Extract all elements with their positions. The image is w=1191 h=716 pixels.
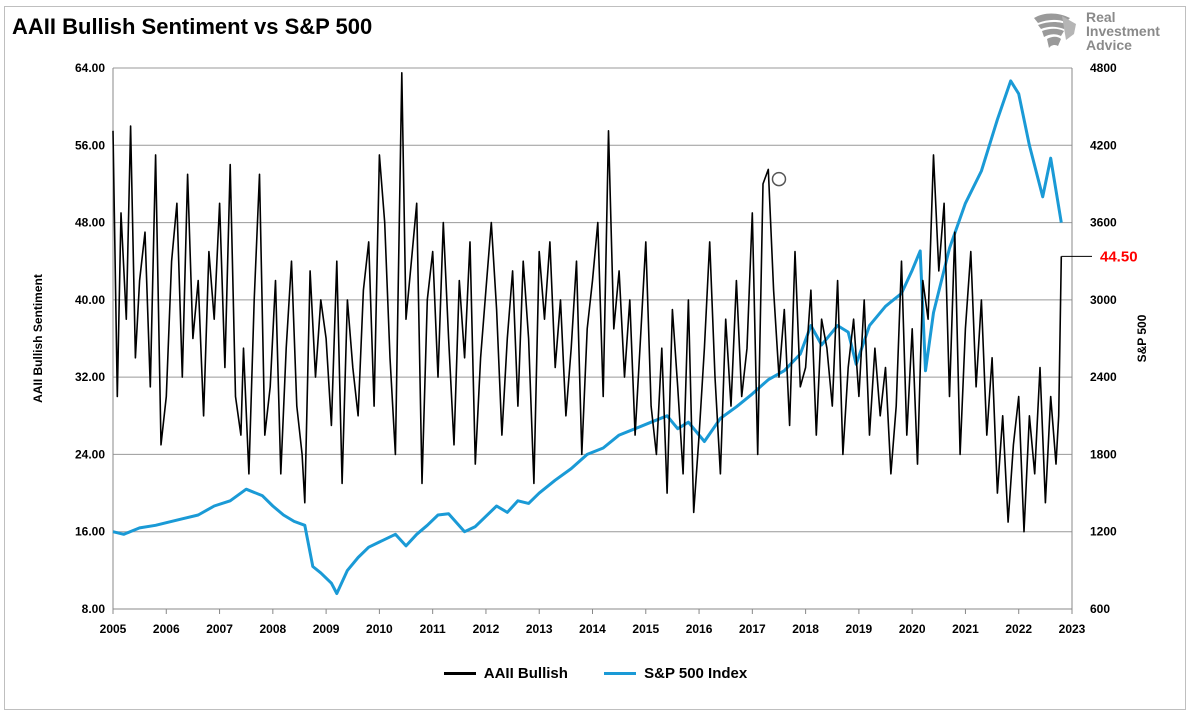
legend-item-sp500: S&P 500 Index: [604, 665, 747, 682]
x-tick-label: 2014: [579, 622, 606, 636]
chart-title: AAII Bullish Sentiment vs S&P 500: [12, 14, 373, 39]
legend-swatch-sp500: [604, 672, 637, 675]
series-lines: [112, 72, 1063, 595]
x-tick-label: 2009: [313, 622, 340, 636]
y2-tick-label: 2400: [1090, 370, 1117, 384]
callout-label: 44.50: [1100, 248, 1138, 265]
y-tick-label: 32.00: [75, 370, 105, 384]
x-tick-label: 2015: [632, 622, 659, 636]
y-axis-title: AAII Bullish Sentiment: [31, 274, 45, 403]
y2-tick-label: 1800: [1090, 447, 1117, 461]
x-tick-label: 2021: [952, 622, 979, 636]
y-tick-label: 40.00: [75, 293, 105, 307]
brand-line-2: Investment: [1086, 23, 1160, 39]
legend-label-sp500: S&P 500 Index: [644, 665, 748, 682]
x-tick-label: 2008: [259, 622, 286, 636]
y2-axis-title: S&P 500: [1135, 314, 1149, 362]
lion-head-icon: [1034, 13, 1076, 48]
x-tick-label: 2022: [1005, 622, 1032, 636]
annotations: 44.50: [771, 171, 1138, 265]
x-tick-label: 2020: [899, 622, 926, 636]
y-tick-label: 8.00: [82, 602, 106, 616]
y-tick-label: 24.00: [75, 447, 105, 461]
tick-labels: 8.00 16.00 24.00 32.00 40.00 48.00 56.00 64.00 6…: [75, 61, 1117, 636]
brand-logo: Real Investment Advice: [1030, 8, 1180, 56]
series-line-sp500: [112, 79, 1063, 595]
x-tick-label: 2023: [1059, 622, 1086, 636]
y-tick-label: 56.00: [75, 138, 105, 152]
legend: AAII Bullish S&P 500 Index: [0, 662, 1191, 682]
y-tick-label: 48.00: [75, 216, 105, 230]
x-tick-label: 2010: [366, 622, 393, 636]
y2-tick-label: 600: [1090, 602, 1110, 616]
x-tick-label: 2016: [686, 622, 713, 636]
legend-swatch-aaii: [443, 672, 476, 675]
y2-tick-label: 4200: [1090, 138, 1117, 152]
legend-label-aaii: AAII Bullish: [483, 665, 568, 682]
gridlines: [113, 67, 1072, 610]
x-tick-label: 2011: [420, 622, 446, 636]
x-tick-label: 2012: [473, 622, 500, 636]
highlight-marker: [771, 171, 787, 187]
brand-line-1: Real: [1086, 9, 1116, 25]
legend-item-aaii: AAII Bullish: [443, 665, 568, 682]
x-tick-label: 2019: [846, 622, 873, 636]
series-line-aaii-bullish: [112, 72, 1063, 533]
y2-tick-label: 3000: [1090, 293, 1117, 307]
x-tick-label: 2007: [206, 622, 233, 636]
y2-tick-label: 1200: [1090, 525, 1117, 539]
x-tick-label: 2006: [153, 622, 180, 636]
x-tick-label: 2005: [100, 622, 127, 636]
y-tick-label: 64.00: [75, 61, 105, 75]
y-tick-label: 16.00: [75, 525, 105, 539]
x-tick-label: 2013: [526, 622, 553, 636]
y2-tick-label: 3600: [1090, 216, 1117, 230]
x-tick-label: 2017: [739, 622, 766, 636]
chart-frame: [4, 6, 1186, 710]
y2-tick-label: 4800: [1090, 61, 1117, 75]
brand-line-3: Advice: [1086, 37, 1132, 53]
x-tick-label: 2018: [792, 622, 819, 636]
